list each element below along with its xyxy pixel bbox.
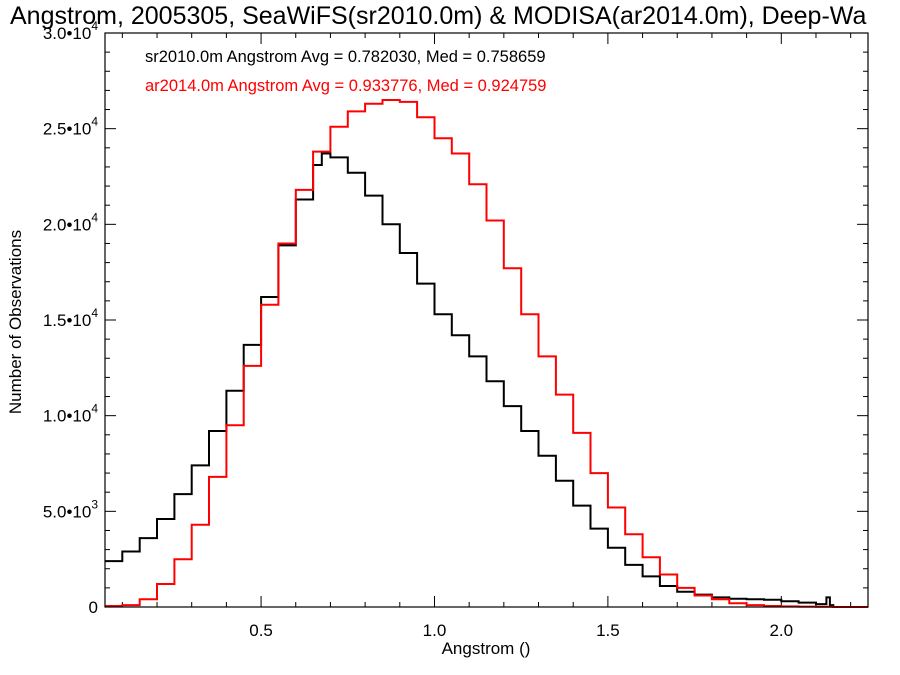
x-axis-label: Angstrom ()	[442, 639, 531, 658]
axis-tick-labels: 0.5 1.0 1.5 2.0 0 5.0•103 1.0•104 1.5•104 2.0•10…	[43, 19, 793, 640]
series-2-stats-annotation: ar2014.0m Angstrom Avg = 0.933776, Med =…	[145, 77, 547, 95]
y-tick-label: 0	[89, 598, 98, 617]
y-tick-label: 2.0•104	[43, 210, 99, 234]
y-tick-label: 5.0•103	[43, 497, 99, 521]
data-series	[105, 99, 868, 608]
y-axis-label: Number of Observations	[6, 230, 25, 414]
plot-frame	[104, 32, 869, 608]
series-line-2	[105, 99, 868, 608]
y-tick-label: 1.0•104	[43, 402, 99, 426]
y-tick-label: 3.0•104	[43, 19, 99, 43]
series-line-1	[105, 152, 868, 608]
x-tick-label: 1.0	[423, 621, 447, 640]
x-tick-label: 2.0	[769, 621, 793, 640]
y-tick-label: 2.5•104	[43, 115, 99, 139]
y-tick-label: 1.5•104	[43, 306, 99, 330]
x-tick-label: 1.5	[596, 621, 620, 640]
axis-ticks	[105, 32, 868, 608]
chart-title: Angstrom, 2005305, SeaWiFS(sr2010.0m) & …	[10, 2, 866, 30]
x-tick-label: 0.5	[249, 621, 273, 640]
series-1-stats-annotation: sr2010.0m Angstrom Avg = 0.782030, Med =…	[145, 48, 546, 66]
